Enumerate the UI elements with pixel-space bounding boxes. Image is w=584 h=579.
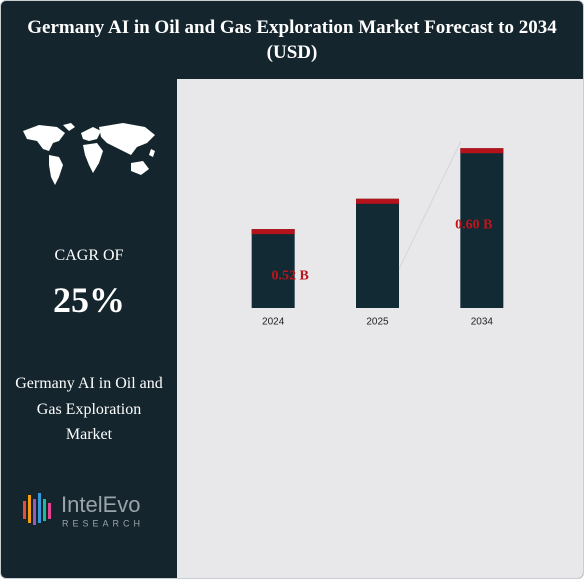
cagr-label: CAGR OF — [54, 247, 124, 264]
value-label: 0.60 B — [455, 217, 492, 232]
bar-cap — [251, 229, 295, 235]
logo-name: IntelEvo — [61, 492, 141, 517]
x-tick-label: 2024 — [262, 317, 285, 328]
title-block: Germany AI in Oil and Gas Exploration Ma… — [1, 15, 583, 65]
chart-title: Germany AI in Oil and Gas Exploration Ma… — [27, 17, 557, 38]
market-name: Germany AI in Oil and Gas Exploration Ma… — [15, 375, 163, 443]
x-tick-label: 2034 — [471, 317, 494, 328]
bar — [356, 198, 399, 308]
trend-line — [398, 140, 462, 270]
logo-mark — [23, 493, 51, 525]
bar — [460, 148, 504, 308]
value-label: 0.52 B — [271, 268, 308, 283]
cagr-value: 25% — [53, 280, 125, 320]
bar-cap — [460, 148, 504, 154]
chart: 2024 0.52 B 2025 2034 0.60 B — [251, 140, 504, 328]
bar — [251, 229, 295, 308]
chart-subtitle: (USD) — [266, 42, 318, 63]
chart-panel: 2024 0.52 B 2025 2034 0.60 B — [177, 79, 583, 578]
world-map-icon — [23, 123, 155, 185]
bar-cap — [356, 198, 399, 204]
logo-tagline: RESEARCH — [62, 518, 144, 528]
logo: IntelEvo RESEARCH — [23, 492, 144, 528]
x-tick-label: 2025 — [366, 317, 389, 328]
